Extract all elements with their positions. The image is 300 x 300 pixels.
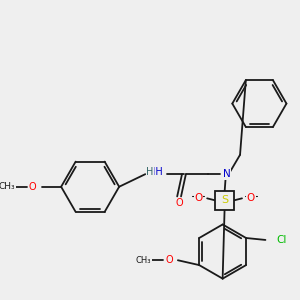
Text: O: O xyxy=(194,194,202,203)
Text: N: N xyxy=(223,169,230,179)
Text: O: O xyxy=(247,194,255,203)
FancyBboxPatch shape xyxy=(215,190,234,210)
Text: CH₃: CH₃ xyxy=(0,182,15,191)
Text: O: O xyxy=(28,182,36,192)
Text: O: O xyxy=(175,198,183,208)
Text: H: H xyxy=(146,167,154,177)
Text: CH₃: CH₃ xyxy=(135,256,151,265)
Text: S: S xyxy=(221,195,228,205)
Text: O: O xyxy=(165,255,173,265)
Text: Cl: Cl xyxy=(277,235,287,245)
Text: NH: NH xyxy=(148,167,162,177)
